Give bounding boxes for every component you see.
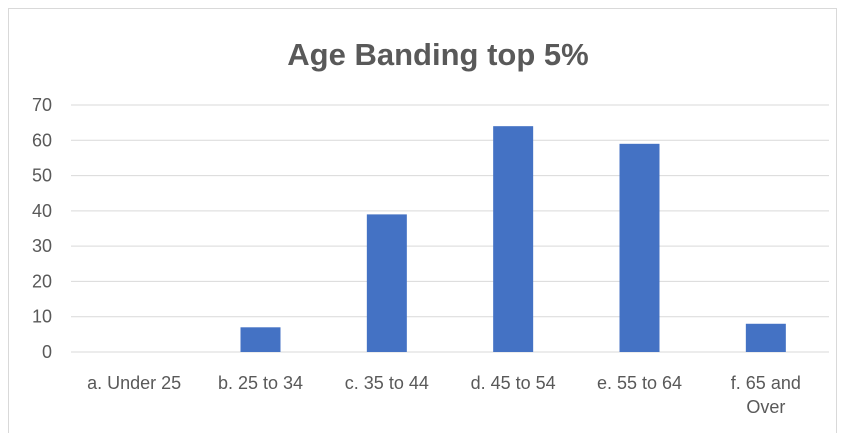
x-tick-label: b. 25 to 34	[218, 373, 303, 393]
x-tick-label: a. Under 25	[87, 373, 181, 393]
y-tick-label: 70	[32, 95, 52, 115]
gridlines	[71, 104, 829, 353]
bar	[240, 327, 281, 352]
y-tick-label: 40	[32, 201, 52, 221]
bar	[619, 143, 660, 352]
bar	[745, 323, 786, 352]
x-axis-ticks: a. Under 25 b. 25 to 34 c. 35 to 44 d. 45 t…	[87, 373, 801, 417]
y-tick-label: 60	[32, 130, 52, 150]
bars	[240, 126, 786, 353]
y-tick-label: 50	[32, 166, 52, 186]
y-tick-label: 0	[42, 342, 52, 362]
x-tick-label: Over	[746, 397, 785, 417]
x-tick-label: f. 65 and	[731, 373, 801, 393]
x-tick-label: d. 45 to 54	[471, 373, 556, 393]
bar	[493, 126, 534, 353]
chart-title: Age Banding top 5%	[287, 37, 588, 72]
x-tick-label: c. 35 to 44	[345, 373, 429, 393]
chart-frame	[8, 8, 837, 433]
y-tick-label: 20	[32, 271, 52, 291]
y-axis-ticks: 0 10 20 30 40 50 60 70	[32, 95, 52, 362]
bar	[366, 214, 407, 352]
y-tick-label: 30	[32, 236, 52, 256]
x-tick-label: e. 55 to 64	[597, 373, 682, 393]
y-tick-label: 10	[32, 307, 52, 327]
